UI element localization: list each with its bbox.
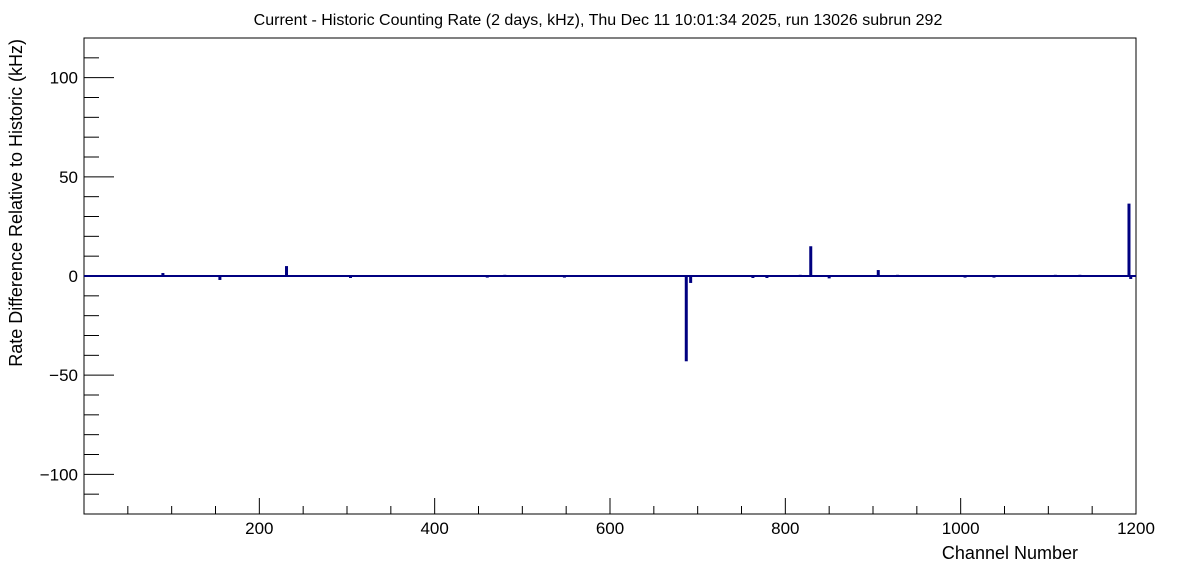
histogram-bar [503,274,507,276]
x-axis-title: Channel Number [942,543,1078,563]
histogram-bar [1078,274,1082,276]
histogram-bar [1053,274,1057,276]
y-tick-label: 100 [50,69,78,88]
y-tick-label: −50 [49,366,78,385]
x-tick-label: 400 [420,519,448,538]
chart-title: Current - Historic Counting Rate (2 days… [254,12,943,29]
histogram-bar [765,276,769,278]
y-axis: −100 −50 0 50 100 [40,57,114,495]
histogram-bar [798,274,802,276]
histogram-bar [992,276,996,278]
histogram-bar [285,266,289,276]
x-tick-label: 1200 [1117,519,1155,538]
x-axis: 200 400 600 800 1000 1200 [127,498,1155,538]
histogram-bar [1129,276,1133,279]
y-tick-label: 0 [69,267,78,286]
histogram-bar [684,276,688,362]
histogram-bar [751,276,755,278]
y-tick-label: 50 [59,168,78,187]
data-series [161,203,1133,362]
histogram-bar [876,270,880,276]
x-tick-label: 800 [771,519,799,538]
x-tick-label: 200 [245,519,273,538]
x-tick-label: 1000 [942,519,980,538]
histogram-bar [349,276,353,278]
histogram-bar [1127,203,1131,276]
histogram-bar [827,276,831,279]
y-tick-label: −100 [40,465,78,484]
histogram-bar [562,276,566,278]
histogram-bar [218,276,222,280]
x-tick-label: 600 [596,519,624,538]
y-axis-title: Rate Difference Relative to Historic (kH… [6,39,26,367]
histogram-bar [809,246,813,276]
histogram-bar [689,276,693,283]
histogram-bar [963,276,967,278]
histogram-bar [485,276,489,278]
histogram-bar [161,273,165,276]
histogram-bar [896,274,900,276]
